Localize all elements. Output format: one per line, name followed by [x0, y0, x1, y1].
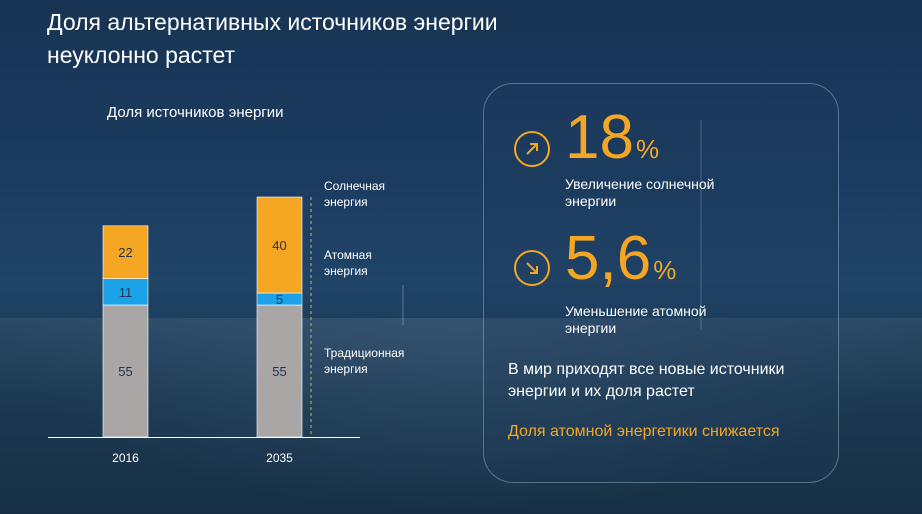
bar-segment-2016-1: [102, 278, 149, 306]
legend-label: Атомная: [324, 248, 372, 262]
data-label: 40: [272, 238, 286, 253]
x-tick-label: 2035: [266, 451, 293, 465]
stat-value-solar: 18%: [565, 107, 659, 180]
arrow-up-right-icon: [514, 131, 550, 167]
bar-segment-2035-2: [256, 196, 303, 294]
stat-label-line: Уменьшение атомной: [565, 303, 707, 319]
x-tick-label: 2016: [112, 451, 139, 465]
legend-label: Традиционная: [324, 346, 404, 360]
title-line-2: неуклонно растет: [47, 42, 236, 68]
arrow-down-right-icon: [514, 250, 550, 286]
chart-title: Доля источников энергии: [107, 104, 284, 121]
legend-label: энергия: [324, 264, 368, 278]
stat-number: 5,6: [565, 224, 652, 293]
title-line-1: Доля альтернативных источников энергии: [47, 9, 498, 35]
background-field: [0, 318, 922, 514]
data-label: 5: [276, 292, 283, 307]
stat-label-line: Увеличение солнечной: [565, 176, 715, 192]
stat-label-line: энергии: [565, 320, 617, 336]
bar-segment-2016-2: [102, 225, 149, 279]
stat-unit: %: [635, 134, 660, 164]
note-main: В мир приходят все новые источники энерг…: [508, 361, 785, 400]
data-label: 11: [119, 285, 133, 300]
stat-label-line: энергии: [565, 193, 617, 209]
bar-segment-2016-0: [102, 304, 149, 438]
data-label: 22: [118, 245, 132, 260]
stat-label-nuclear: Уменьшение атомной энергии: [565, 303, 765, 337]
legend-label: энергия: [324, 195, 368, 209]
stat-value-nuclear: 5,6%: [565, 228, 676, 301]
wind-turbine-mast: [700, 120, 702, 330]
data-label: 55: [118, 364, 132, 379]
stat-label-solar: Увеличение солнечной энергии: [565, 176, 765, 210]
wind-turbine-mast-small: [402, 285, 404, 325]
slide-title: Доля альтернативных источников энергии н…: [47, 6, 498, 72]
bar-segment-2035-0: [256, 304, 303, 438]
legend-label: Солнечная: [324, 179, 385, 193]
stat-unit: %: [653, 255, 677, 285]
legend-label: энергия: [324, 362, 368, 376]
note-highlight: Доля атомной энергетики снижается: [508, 423, 780, 440]
stat-number: 18: [565, 103, 634, 172]
data-label: 55: [272, 364, 286, 379]
